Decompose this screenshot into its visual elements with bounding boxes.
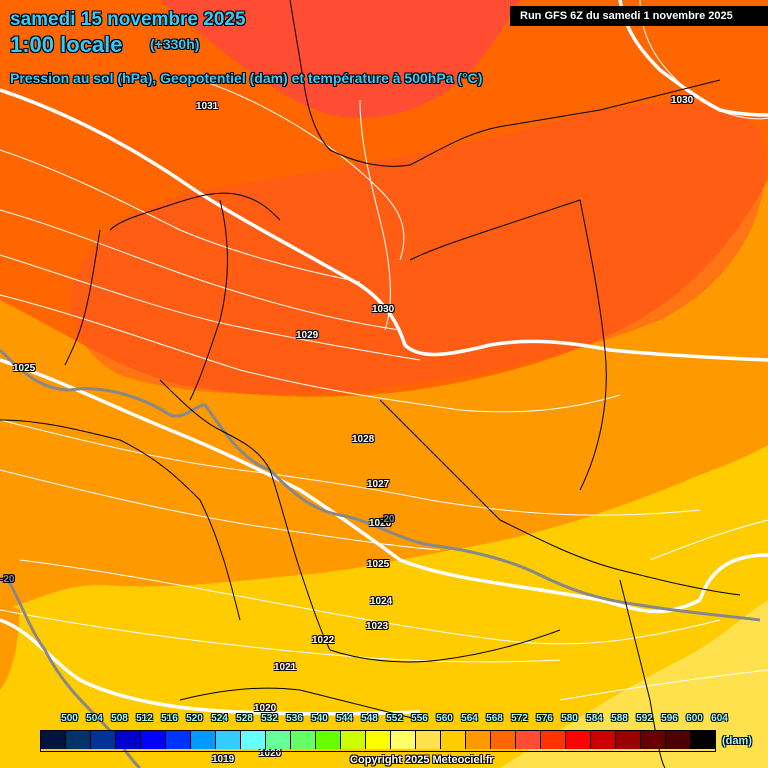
legend-tick-labels: 500 504 508 512 516 520 524 528 532 536 540 544 548 5… bbox=[57, 713, 732, 724]
isobar-label: 1026 bbox=[369, 518, 392, 529]
coastlines-borders bbox=[0, 0, 741, 768]
legend-swatch bbox=[516, 731, 541, 749]
isobar-label: 1022 bbox=[312, 635, 335, 646]
copyright: Copyright 2025 Meteociel.fr bbox=[350, 754, 494, 766]
legend-swatch bbox=[166, 731, 191, 749]
isobar-label: 1028 bbox=[352, 434, 375, 445]
legend-tick: 512 bbox=[136, 713, 153, 724]
legend-swatch bbox=[116, 731, 141, 749]
isobar-label: 1025 bbox=[367, 559, 390, 570]
isobar-label: 1025 bbox=[13, 363, 36, 374]
forecast-date: samedi 15 novembre 2025 bbox=[10, 9, 246, 30]
legend-tick: 520 bbox=[186, 713, 203, 724]
legend-tick: 548 bbox=[361, 713, 378, 724]
isobar-label: 1030 bbox=[671, 95, 694, 106]
isobar-label: 1020 bbox=[259, 748, 282, 759]
legend-swatch bbox=[341, 731, 366, 749]
legend-swatch bbox=[491, 731, 516, 749]
isobars-bold bbox=[0, 0, 768, 716]
geopotential-zone-572-central bbox=[70, 102, 766, 395]
legend-tick: 556 bbox=[411, 713, 428, 724]
legend-tick: 560 bbox=[436, 713, 453, 724]
legend-swatch bbox=[566, 731, 591, 749]
legend-tick: 516 bbox=[161, 713, 178, 724]
legend-unit: (dam) bbox=[722, 735, 752, 747]
legend-tick: 600 bbox=[686, 713, 703, 724]
geopotential-zone-556 bbox=[500, 600, 768, 768]
forecast-lead-time: (+330h) bbox=[150, 36, 200, 52]
isotherm-label: -20 bbox=[0, 574, 15, 585]
legend-tick: 528 bbox=[236, 713, 253, 724]
legend-tick: 596 bbox=[661, 713, 678, 724]
legend-tick: 588 bbox=[611, 713, 628, 724]
legend-swatch bbox=[366, 731, 391, 749]
legend-tick: 540 bbox=[311, 713, 328, 724]
geopotential-zone-560 bbox=[0, 445, 768, 768]
legend-tick: 524 bbox=[211, 713, 228, 724]
legend-swatch bbox=[466, 731, 491, 749]
isobar-label: 1031 bbox=[196, 101, 219, 112]
legend-swatch bbox=[191, 731, 216, 749]
forecast-local-time: 1:00 locale bbox=[10, 32, 123, 57]
isobar-label: 1030 bbox=[372, 304, 395, 315]
legend-swatch bbox=[416, 731, 441, 749]
legend-tick: 592 bbox=[636, 713, 653, 724]
legend-tick: 568 bbox=[486, 713, 503, 724]
isobar-label: 1020 bbox=[254, 703, 277, 714]
isobar-label: 1024 bbox=[370, 596, 393, 607]
legend-tick: 580 bbox=[561, 713, 578, 724]
isobar-label: 1029 bbox=[296, 330, 319, 341]
model-run-info: Run GFS 6Z du samedi 1 novembre 2025 bbox=[510, 6, 768, 26]
legend-tick: 572 bbox=[511, 713, 528, 724]
legend-tick: 584 bbox=[586, 713, 603, 724]
legend-tick: 500 bbox=[61, 713, 78, 724]
legend-tick: 532 bbox=[261, 713, 278, 724]
legend-tick: 604 bbox=[711, 713, 728, 724]
isobar-label: 1027 bbox=[367, 479, 390, 490]
isobar-label: 1021 bbox=[274, 662, 297, 673]
color-legend bbox=[40, 730, 716, 752]
legend-tick: 552 bbox=[386, 713, 403, 724]
legend-swatch bbox=[616, 731, 641, 749]
legend-swatch bbox=[141, 731, 166, 749]
legend-swatch bbox=[41, 731, 66, 749]
legend-tick: 576 bbox=[536, 713, 553, 724]
legend-swatch bbox=[541, 731, 566, 749]
legend-swatch bbox=[591, 731, 616, 749]
isobar-label: 1023 bbox=[366, 621, 389, 632]
legend-swatch bbox=[691, 731, 715, 749]
parameters-title: Pression au sol (hPa), Geopotentiel (dam… bbox=[10, 70, 483, 86]
legend-swatch bbox=[291, 731, 316, 749]
legend-swatch bbox=[216, 731, 241, 749]
legend-swatch bbox=[441, 731, 466, 749]
legend-swatch bbox=[316, 731, 341, 749]
legend-swatch bbox=[391, 731, 416, 749]
legend-tick: 536 bbox=[286, 713, 303, 724]
legend-swatch bbox=[91, 731, 116, 749]
isotherm-label: -20 bbox=[380, 514, 395, 525]
legend-swatch bbox=[266, 731, 291, 749]
legend-swatch bbox=[241, 731, 266, 749]
legend-tick: 508 bbox=[111, 713, 128, 724]
legend-tick: 544 bbox=[336, 713, 353, 724]
legend-tick: 504 bbox=[86, 713, 103, 724]
isobars-thin bbox=[0, 0, 768, 701]
legend-swatch bbox=[666, 731, 691, 749]
legend-swatch bbox=[641, 731, 666, 749]
isobar-label: 1019 bbox=[212, 754, 235, 765]
legend-tick: 564 bbox=[461, 713, 478, 724]
legend-swatch bbox=[66, 731, 91, 749]
geopotential-zone-572-north bbox=[160, 0, 520, 118]
